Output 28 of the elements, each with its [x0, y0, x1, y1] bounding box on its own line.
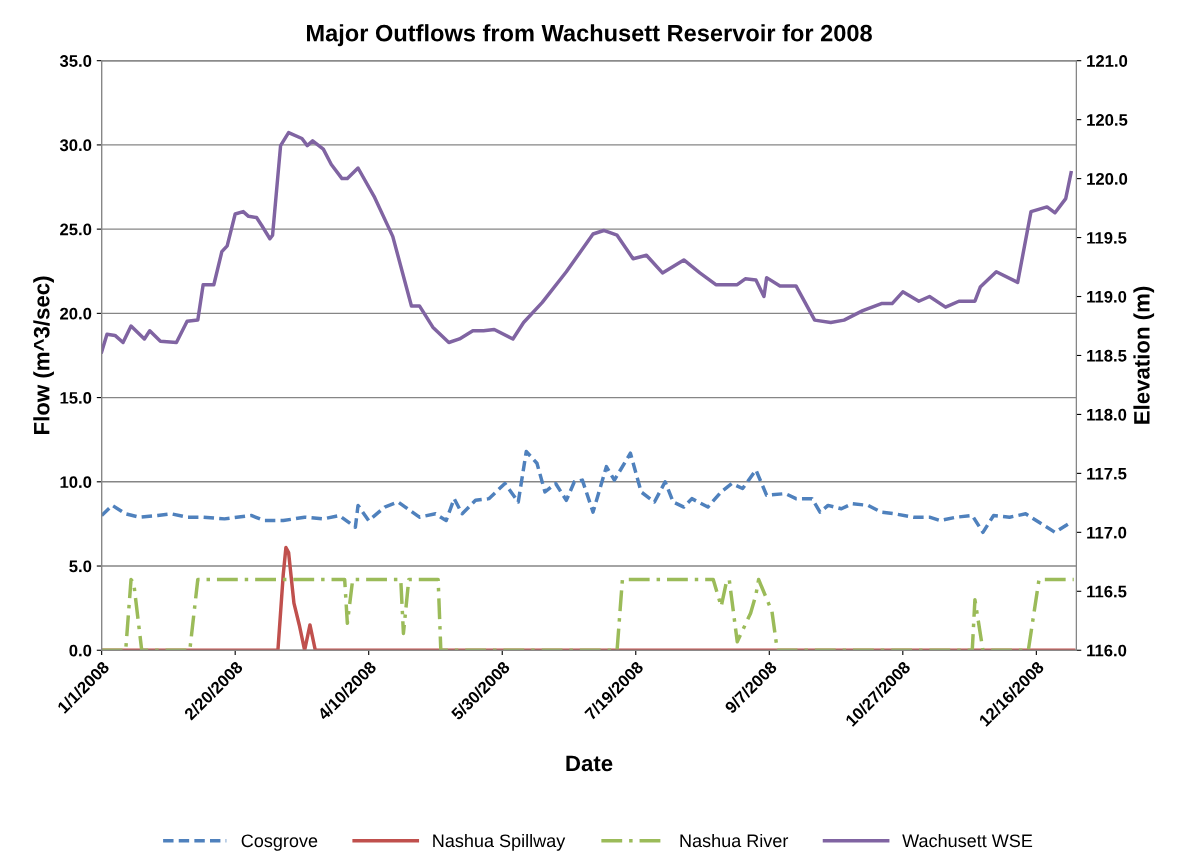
chart-title: Major Outflows from Wachusett Reservoir for 2008 [307, 24, 872, 47]
legend-label: Nashua Spillway [433, 833, 566, 851]
y2-tick-label: 120.5 [1087, 114, 1128, 126]
y-tick-label: 5.0 [69, 560, 92, 573]
y2-tick-label: 119.5 [1087, 231, 1127, 244]
y2-axis-title: Elevation (m) [1133, 286, 1155, 424]
y2-tick-label: 117.0 [1087, 526, 1127, 539]
legend-label: Cosgrove [241, 834, 318, 851]
y2-tick-label: 120.0 [1087, 173, 1128, 185]
y-tick-label: 25.0 [60, 223, 92, 236]
y-axis-title: Flow (m^3/sec) [33, 276, 54, 434]
legend-label: Wachusett WSE [902, 833, 1033, 848]
y2-tick-label: 119.0 [1087, 290, 1127, 303]
y-tick-label: 30.0 [59, 139, 92, 152]
y2-tick-label: 118.5 [1087, 349, 1127, 362]
y-tick-label: 35.0 [59, 55, 92, 67]
y-tick-label: 15.0 [60, 391, 92, 404]
y-tick-label: 20.0 [60, 307, 92, 320]
y2-tick-label: 116.5 [1087, 585, 1127, 598]
y-tick-label: 10.0 [60, 476, 92, 489]
y2-tick-label: 117.5 [1087, 467, 1127, 480]
legend-label: Nashua River [680, 833, 789, 848]
line-series [101, 130, 1073, 354]
y2-tick-label: 116.0 [1087, 644, 1127, 657]
y2-tick-label: 121.0 [1087, 55, 1128, 67]
y2-tick-label: 118.0 [1087, 408, 1127, 421]
x-axis-title: Date [566, 755, 613, 772]
y-tick-label: 0.0 [69, 644, 92, 657]
